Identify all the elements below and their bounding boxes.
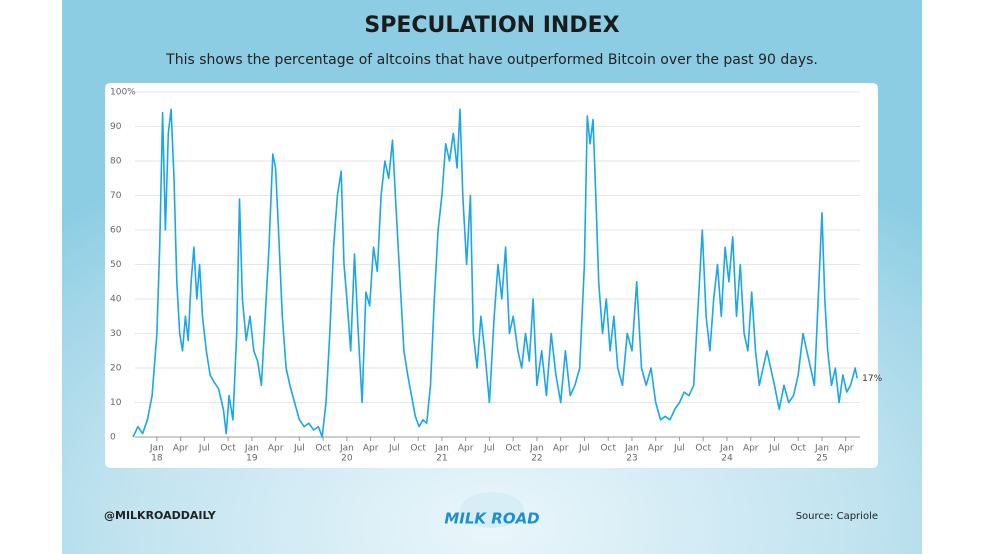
- x-tick-label: Jan: [244, 444, 259, 454]
- x-tick-label: Apr: [648, 444, 664, 454]
- x-tick-label: Oct: [220, 444, 236, 454]
- x-tick-label: Jan: [624, 444, 639, 454]
- x-tick-year: 20: [341, 454, 353, 464]
- x-tick-label: Jan: [719, 444, 734, 454]
- chart-card: [105, 83, 878, 468]
- logo-text: MILK ROAD: [444, 510, 539, 528]
- y-tick-label: 20: [110, 364, 122, 374]
- x-tick-label: Jan: [149, 444, 164, 454]
- source: Source: Capriole: [796, 511, 878, 522]
- y-tick-label: 60: [110, 226, 122, 236]
- logo-badge: [460, 492, 524, 528]
- x-tick-label: Apr: [173, 444, 189, 454]
- x-tick-label: Jul: [293, 444, 305, 454]
- handle: @MILKROADDAILY: [104, 509, 217, 522]
- logo: MILK ROAD: [444, 492, 540, 528]
- y-tick-label: 50: [110, 260, 122, 270]
- y-tick-label: 40: [110, 295, 122, 305]
- x-tick-label: Apr: [458, 444, 474, 454]
- x-tick-label: Oct: [410, 444, 426, 454]
- y-tick-label: 100%: [110, 88, 136, 98]
- x-tick-label: Apr: [838, 444, 854, 454]
- x-tick-label: Jan: [814, 444, 829, 454]
- x-tick-label: Jan: [529, 444, 544, 454]
- x-tick-label: Apr: [363, 444, 379, 454]
- x-tick-label: Oct: [315, 444, 331, 454]
- chart-subtitle: This shows the percentage of altcoins th…: [165, 52, 818, 68]
- series-line: [132, 108, 858, 438]
- x-tick-year: 23: [626, 454, 637, 464]
- x-tick-label: Jul: [578, 444, 590, 454]
- x-tick-label: Apr: [743, 444, 759, 454]
- y-tick-label: 0: [110, 433, 116, 443]
- y-tick-label: 10: [110, 398, 122, 408]
- x-tick-year: 25: [816, 454, 827, 464]
- x-tick-label: Jul: [483, 444, 495, 454]
- x-tick-label: Oct: [790, 444, 806, 454]
- x-tick-label: Jul: [768, 444, 780, 454]
- x-tick-label: Oct: [600, 444, 616, 454]
- x-tick-label: Oct: [505, 444, 521, 454]
- y-tick-label: 90: [110, 122, 122, 132]
- x-tick-year: 24: [721, 454, 733, 464]
- x-tick-label: Oct: [695, 444, 711, 454]
- x-tick-year: 21: [436, 454, 447, 464]
- x-tick-year: 19: [246, 454, 258, 464]
- x-tick-year: 22: [531, 454, 542, 464]
- x-tick-label: Jul: [673, 444, 685, 454]
- y-tick-label: 80: [110, 157, 122, 167]
- x-tick-label: Jul: [198, 444, 210, 454]
- x-tick-label: Apr: [553, 444, 569, 454]
- chart-title: SPECULATION INDEX: [364, 13, 619, 38]
- y-tick-label: 70: [110, 191, 122, 201]
- x-tick-label: Jul: [388, 444, 400, 454]
- end-label: 17%: [862, 374, 882, 384]
- x-tick-label: Jan: [434, 444, 449, 454]
- x-tick-label: Jan: [339, 444, 354, 454]
- x-tick-year: 18: [151, 454, 163, 464]
- x-tick-label: Apr: [268, 444, 284, 454]
- y-tick-label: 30: [110, 329, 122, 339]
